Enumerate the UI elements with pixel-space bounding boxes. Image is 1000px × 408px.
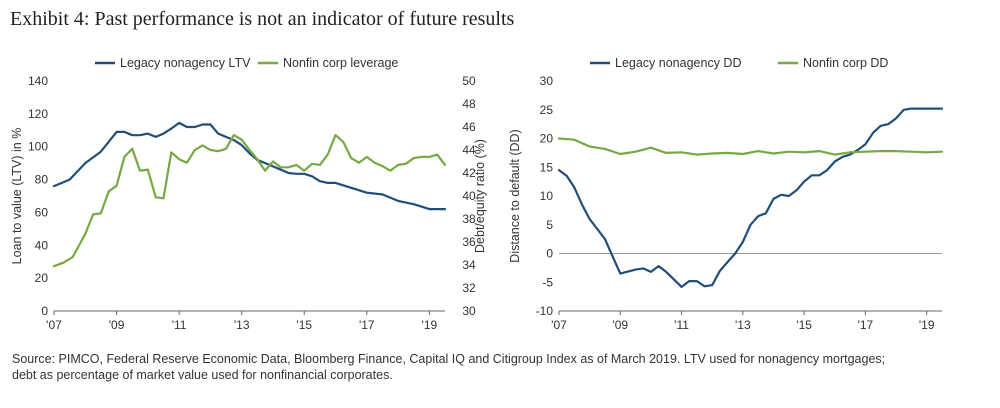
source-line-2: debt as percentage of market value used … <box>12 368 393 382</box>
right-x-tick-label: '15 <box>796 318 812 332</box>
right-x-tick-label: '11 <box>674 318 689 332</box>
left-y2-tick-label: 32 <box>462 281 476 295</box>
right-y-tick-label: 15 <box>540 160 554 174</box>
right-y-tick-label: 0 <box>546 247 553 261</box>
left-y2-tick-label: 38 <box>462 212 476 226</box>
right-y-tick-label: 5 <box>546 218 553 232</box>
left-series-nonfin-corp-leverage <box>52 134 447 268</box>
exhibit-title: Exhibit 4: Past performance is not an in… <box>10 8 515 30</box>
left-y2-tick-label: 46 <box>462 120 476 134</box>
left-y2-tick-label: 40 <box>462 189 476 203</box>
right-y-tick-label: 30 <box>540 74 554 88</box>
left-y-tick-label: 80 <box>35 173 49 187</box>
left-y2-axis-label: Debt/equity ratio (%) <box>473 139 487 253</box>
left-y2-tick-label: 48 <box>462 97 476 111</box>
left-y2-tick-label: 34 <box>462 258 476 272</box>
left-y-axis-label: Loan to value (LTV) in % <box>10 128 24 265</box>
left-y2-tick-label: 44 <box>462 143 476 157</box>
left-chart: Legacy nonagency LTV Nonfin corp leverag… <box>10 56 487 332</box>
left-y2-tick-label: 36 <box>462 235 476 249</box>
right-x-tick-label: '17 <box>858 318 874 332</box>
right-series-legacy-nonagency-dd <box>557 107 944 288</box>
right-series-nonfin-corp-dd <box>557 137 944 156</box>
left-x-tick-label: '09 <box>109 318 125 332</box>
right-y-tick-label: -10 <box>536 304 554 318</box>
right-x-tick-label: '07 <box>551 318 567 332</box>
left-y-tick-label: 40 <box>35 238 49 252</box>
left-legend-label-ltv: Legacy nonagency LTV <box>120 56 251 70</box>
left-y2-tick-label: 50 <box>462 74 476 88</box>
right-chart: Legacy nonagency DD Nonfin corp DD Dista… <box>508 56 944 332</box>
left-y-tick-label: 100 <box>28 140 48 154</box>
left-x-tick-label: '17 <box>359 318 375 332</box>
right-y-axis-label: Distance to default (DD) <box>508 129 522 262</box>
left-series-legacy-nonagency-ltv <box>52 121 447 211</box>
left-y2-tick-label: 42 <box>462 166 476 180</box>
left-x-tick-label: '19 <box>422 318 438 332</box>
left-x-tick-label: '15 <box>296 318 312 332</box>
left-y-tick-label: 0 <box>41 304 48 318</box>
right-y-tick-label: 25 <box>540 103 554 117</box>
left-x-tick-label: '13 <box>234 318 250 332</box>
left-legend-label-leverage: Nonfin corp leverage <box>283 56 398 70</box>
left-y2-tick-label: 30 <box>462 304 476 318</box>
right-y-tick-label: 20 <box>540 132 554 146</box>
right-legend-label-nonfin-dd: Nonfin corp DD <box>803 56 888 70</box>
left-x-tick-label: '11 <box>172 318 187 332</box>
right-y-tick-label: 10 <box>540 189 554 203</box>
right-legend-label-legacy-dd: Legacy nonagency DD <box>615 56 741 70</box>
right-y-tick-label: -5 <box>542 275 553 289</box>
left-y-tick-label: 120 <box>28 107 48 121</box>
source-note: Source: PIMCO, Federal Reserve Economic … <box>12 351 988 383</box>
left-x-tick-label: '07 <box>46 318 62 332</box>
right-x-tick-label: '13 <box>735 318 751 332</box>
left-y-tick-label: 140 <box>28 74 48 88</box>
left-y-tick-label: 20 <box>35 271 49 285</box>
source-line-1: Source: PIMCO, Federal Reserve Economic … <box>12 352 886 366</box>
left-y-tick-label: 60 <box>35 205 49 219</box>
right-x-tick-label: '19 <box>919 318 935 332</box>
right-x-tick-label: '09 <box>612 318 628 332</box>
